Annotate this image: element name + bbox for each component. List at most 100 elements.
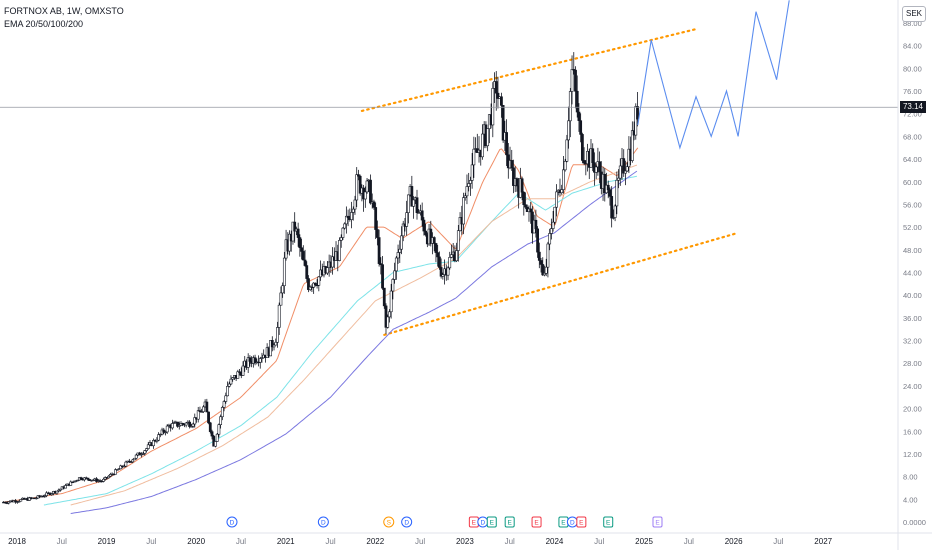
indicator-legend[interactable]: EMA 20/50/100/200 [4, 19, 84, 29]
trendline-lower [383, 231, 740, 336]
candle-body [122, 465, 126, 468]
candle-body [501, 105, 505, 141]
y-tick-label: 36.00 [903, 314, 922, 323]
candle-body [177, 425, 181, 427]
candle-body [365, 180, 369, 193]
candle-body [165, 425, 169, 433]
y-tick-label: 44.00 [903, 269, 922, 278]
candle-body [374, 207, 378, 230]
candle-body [281, 285, 285, 294]
candle-body [57, 489, 61, 492]
candle-body [282, 257, 286, 287]
y-tick-label: 4.00 [903, 495, 918, 504]
y-tick-label: 68.00 [903, 132, 922, 141]
candle-body [544, 266, 548, 274]
split-event-marker [383, 516, 395, 528]
candle-body [331, 256, 334, 268]
x-tick-label: 2021 [277, 537, 295, 546]
candle-body [429, 228, 433, 244]
candle-body [253, 357, 257, 364]
x-tick-label: 2025 [635, 537, 653, 546]
y-tick-label: 32.00 [903, 337, 922, 346]
candle-body [522, 191, 526, 206]
x-tick-label: 2020 [187, 537, 205, 546]
candle-body [520, 178, 524, 193]
candle-body [549, 228, 553, 234]
dividend-event-marker [226, 516, 238, 528]
candle-body [405, 212, 409, 227]
y-tick-label: 20.00 [903, 405, 922, 414]
x-tick-label: Jul [146, 537, 156, 546]
candle-body [472, 148, 476, 166]
event-label: E [472, 519, 477, 526]
candle-body [546, 243, 550, 268]
candle-body [608, 189, 612, 197]
candle-body [574, 69, 577, 92]
event-label: D [321, 519, 326, 526]
candle-body [201, 406, 205, 412]
candle-body [529, 208, 533, 213]
earnings-event-marker [504, 516, 515, 528]
candle-body [55, 490, 59, 494]
candle-body [406, 194, 410, 213]
candle-body [455, 250, 459, 262]
candle-body [567, 120, 570, 141]
candle-body [59, 488, 62, 491]
candle-body [34, 497, 38, 500]
ema50-line [43, 175, 637, 506]
ema200-line [70, 170, 638, 514]
candle-body [469, 180, 472, 184]
candle-body [441, 274, 445, 277]
candle-body [603, 173, 607, 194]
candle-body [358, 175, 362, 194]
earnings-event-marker [652, 516, 663, 528]
candle-body [279, 292, 283, 306]
candle-body [565, 139, 569, 162]
candle-body [415, 197, 419, 213]
candle-body [207, 411, 210, 424]
candle-body [196, 410, 200, 420]
candle-body [382, 287, 386, 307]
candle-body [200, 411, 204, 413]
y-tick-label: 12.00 [903, 450, 922, 459]
y-tick-label: 60.00 [903, 178, 922, 187]
event-label: S [387, 519, 392, 526]
candle-body [491, 88, 495, 126]
y-tick-label: 76.00 [903, 87, 922, 96]
x-tick-label: 2019 [98, 537, 116, 546]
candle-body [610, 196, 614, 219]
event-label: E [508, 519, 513, 526]
y-tick-label: 40.00 [903, 291, 922, 300]
candle-body [184, 422, 188, 426]
candle-body [231, 377, 235, 380]
candle-body [412, 199, 415, 207]
candle-body [300, 247, 303, 252]
candle-body [69, 481, 73, 486]
candle-body [579, 120, 583, 135]
candle-body [505, 132, 508, 156]
candle-body [570, 69, 574, 92]
currency-button[interactable]: SEK [902, 6, 926, 22]
candlestick-series [2, 52, 639, 505]
candle-body [188, 421, 192, 427]
candle-body [7, 501, 11, 504]
y-tick-label: 28.00 [903, 359, 922, 368]
y-tick-label: 56.00 [903, 200, 922, 209]
candle-body [562, 169, 565, 190]
candle-body [226, 385, 229, 397]
candle-body [43, 495, 47, 497]
candle-body [50, 493, 54, 496]
candle-body [465, 186, 469, 197]
candle-body [420, 210, 424, 221]
y-tick-label: 80.00 [903, 64, 922, 73]
current-price-tag: 73.14 [900, 101, 926, 114]
candle-body [227, 383, 231, 387]
candle-body [288, 233, 291, 252]
candle-body [456, 230, 460, 251]
candle-body [248, 357, 252, 362]
candle-body [293, 221, 297, 232]
symbol-title[interactable]: FORTNOX AB, 1W, OMXSTO [4, 6, 124, 16]
candle-body [308, 286, 312, 290]
candle-body [470, 164, 474, 181]
